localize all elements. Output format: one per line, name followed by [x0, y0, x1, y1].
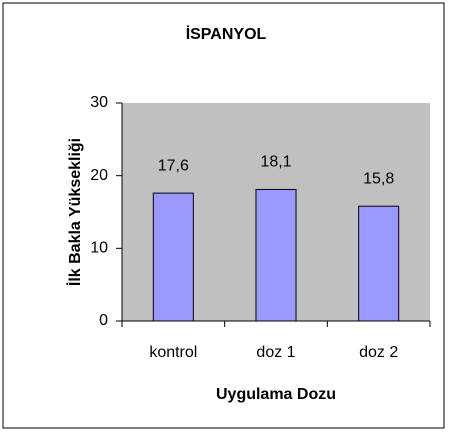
y-tick-label: 30 — [90, 94, 108, 111]
x-tick-label: kontrol — [149, 344, 197, 361]
bar — [152, 192, 194, 322]
data-label: 15,8 — [363, 170, 394, 187]
bar — [255, 188, 297, 322]
bar — [358, 205, 400, 322]
x-tick-label: doz 1 — [256, 344, 295, 361]
y-tick-label: 0 — [99, 312, 108, 329]
y-tick-label: 10 — [90, 240, 108, 257]
data-label: 18,1 — [260, 154, 291, 171]
chart-title: İSPANYOL — [186, 25, 267, 43]
x-axis-label: Uygulama Dozu — [216, 386, 336, 403]
y-tick-label: 20 — [90, 167, 108, 184]
x-tick-label: doz 2 — [359, 344, 398, 361]
y-axis-label: İlk Bakla Yüksekliği — [66, 138, 84, 286]
data-label: 17,6 — [158, 157, 189, 174]
